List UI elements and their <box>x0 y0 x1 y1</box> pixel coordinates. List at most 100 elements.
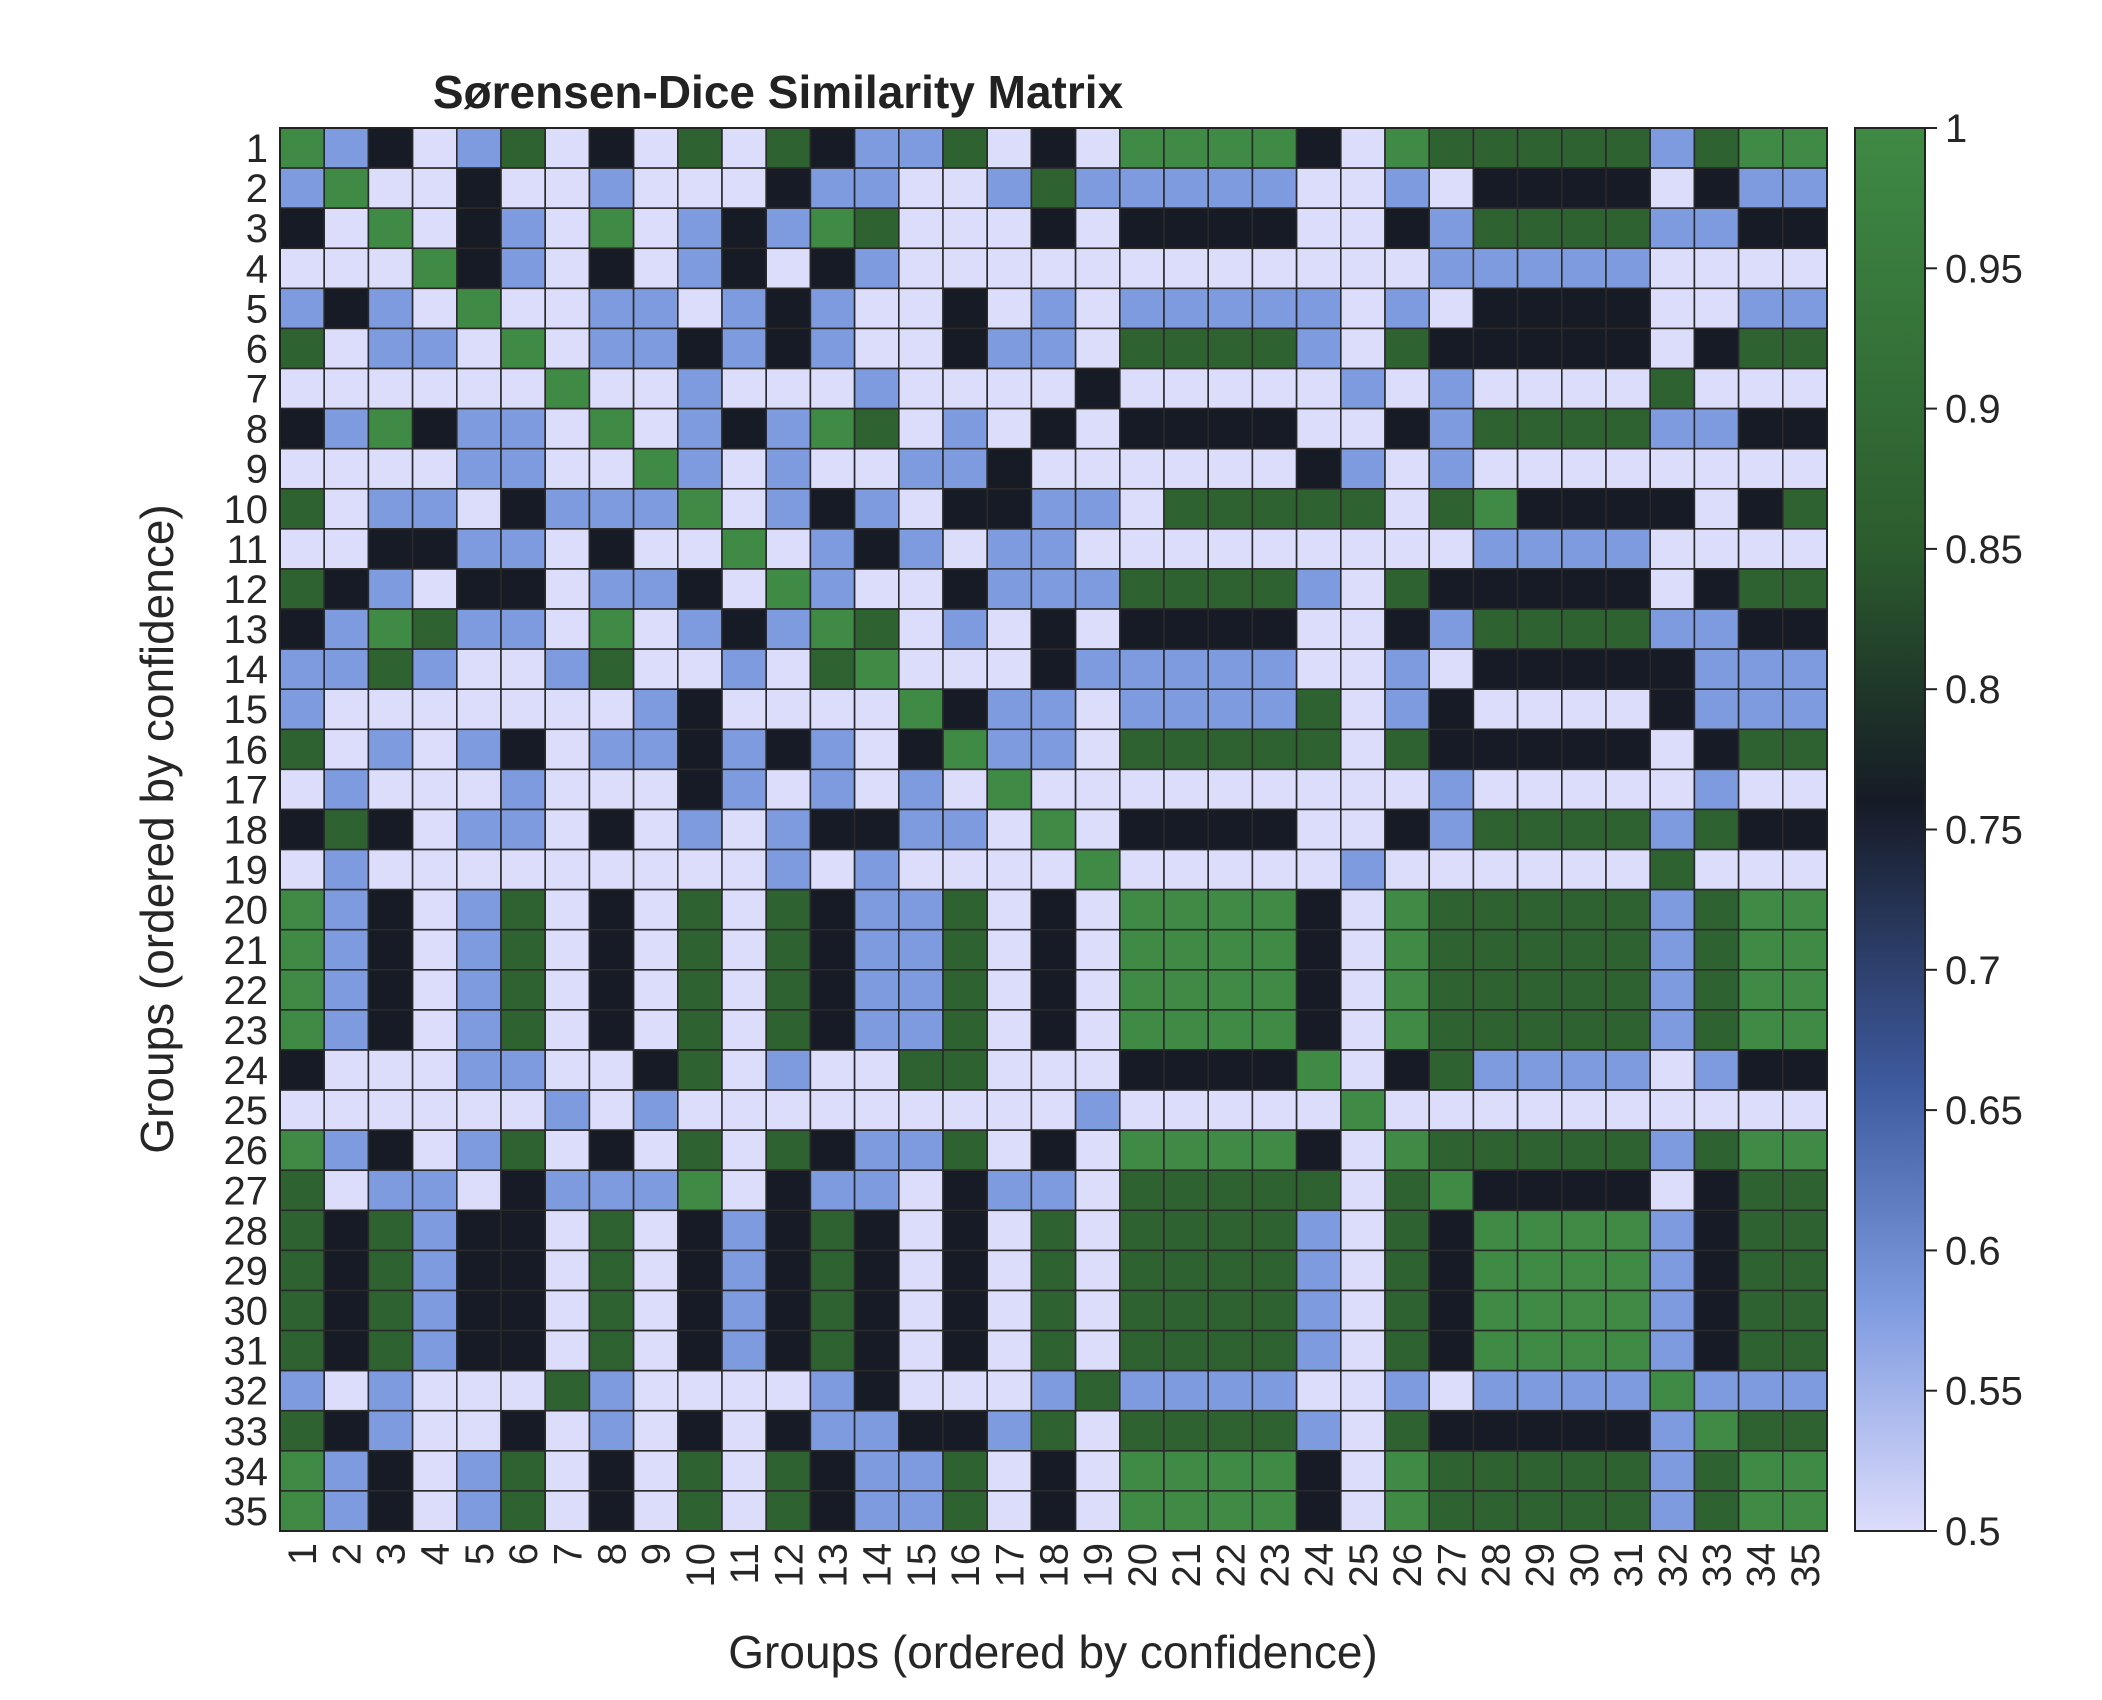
heatmap-cell <box>1472 1089 1519 1131</box>
heatmap-cell <box>455 848 502 891</box>
heatmap-cell <box>676 1089 723 1131</box>
heatmap-cell <box>1119 207 1165 250</box>
heatmap-cell <box>1605 608 1652 650</box>
heatmap-cell <box>1561 247 1607 290</box>
heatmap-cell <box>1472 1129 1519 1172</box>
heatmap-cell <box>1516 247 1563 290</box>
heatmap-cell <box>853 247 900 290</box>
heatmap-cell <box>1472 487 1519 530</box>
heatmap-cell <box>765 568 812 610</box>
heatmap-cell <box>765 928 812 971</box>
heatmap-cell <box>1561 407 1607 450</box>
heatmap-cell <box>1030 127 1077 169</box>
heatmap-cell <box>1384 247 1431 290</box>
heatmap-cell <box>1428 287 1475 330</box>
heatmap-cell <box>853 728 900 771</box>
heatmap-cell <box>279 1409 326 1452</box>
heatmap-cell <box>1207 568 1254 610</box>
heatmap-cell <box>1649 1249 1696 1292</box>
heatmap-cell <box>1472 1049 1519 1091</box>
heatmap-cell <box>1251 648 1298 690</box>
heatmap-cell <box>1649 487 1696 530</box>
heatmap-cell <box>1030 1089 1077 1131</box>
heatmap-cell <box>1163 648 1210 690</box>
heatmap-cell <box>1516 928 1563 971</box>
x-tick-label: 4 <box>414 1543 458 1565</box>
heatmap-cell <box>986 447 1033 490</box>
heatmap-cell <box>1340 287 1386 330</box>
heatmap-cell <box>588 648 635 690</box>
heatmap-cell <box>500 648 547 690</box>
heatmap-cells <box>279 127 1828 1532</box>
heatmap-cell <box>455 968 502 1011</box>
heatmap-cell <box>897 1169 944 1212</box>
heatmap-cell <box>1030 768 1077 811</box>
heatmap-cell <box>1737 568 1784 610</box>
heatmap-cell <box>1782 1169 1828 1212</box>
heatmap-cell <box>942 1049 989 1091</box>
heatmap-cell <box>1074 968 1121 1011</box>
heatmap-cell <box>986 1209 1033 1252</box>
heatmap-cell <box>676 407 723 450</box>
heatmap-cell <box>897 688 944 731</box>
heatmap-cell <box>1472 928 1519 971</box>
heatmap-cell <box>809 1329 856 1372</box>
heatmap-cell <box>1163 487 1210 530</box>
heatmap-cell <box>676 608 723 650</box>
heatmap-cell <box>1737 888 1784 931</box>
heatmap-cell <box>588 487 635 530</box>
heatmap-cell <box>721 167 768 209</box>
heatmap-cell <box>411 1089 458 1131</box>
heatmap-cell <box>942 648 989 690</box>
heatmap-cell <box>1605 888 1652 931</box>
heatmap-cell <box>1207 528 1254 570</box>
heatmap-cell <box>1295 1049 1342 1091</box>
heatmap-cell <box>986 1289 1033 1332</box>
heatmap-cell <box>942 1089 989 1131</box>
heatmap-cell <box>1472 1329 1519 1372</box>
heatmap-cell <box>588 768 635 811</box>
heatmap-cell <box>1119 688 1165 731</box>
heatmap-cell <box>1030 1450 1077 1492</box>
heatmap-cell <box>1340 1209 1386 1252</box>
heatmap-cell <box>588 1089 635 1131</box>
heatmap-cell <box>1693 1409 1740 1452</box>
heatmap-cell <box>986 1129 1033 1172</box>
heatmap-cell <box>1295 688 1342 731</box>
heatmap-cell <box>853 928 900 971</box>
heatmap-cell <box>500 167 547 209</box>
heatmap-cell <box>367 487 414 530</box>
heatmap-cell <box>1649 1450 1696 1492</box>
heatmap-cell <box>1428 327 1475 370</box>
heatmap-cell <box>1119 1329 1165 1372</box>
heatmap-cell <box>279 688 326 731</box>
heatmap-cell <box>1074 407 1121 450</box>
heatmap-cell <box>1207 287 1254 330</box>
x-tick-label: 18 <box>1033 1543 1077 1588</box>
heatmap-cell <box>455 568 502 610</box>
heatmap-cell <box>1251 207 1298 250</box>
heatmap-cell <box>942 287 989 330</box>
heatmap-cell <box>588 848 635 891</box>
heatmap-cell <box>1737 688 1784 731</box>
heatmap-cell <box>1207 1329 1254 1372</box>
heatmap-cell <box>1737 728 1784 771</box>
heatmap-cell <box>1428 1450 1475 1492</box>
heatmap-cell <box>676 1169 723 1212</box>
heatmap-cell <box>1119 1289 1165 1332</box>
heatmap-cell <box>1693 1329 1740 1372</box>
heatmap-cell <box>1472 648 1519 690</box>
heatmap-cell <box>1119 1249 1165 1292</box>
heatmap-cell <box>765 688 812 731</box>
heatmap-cell <box>1207 1490 1254 1532</box>
heatmap-cell <box>765 1049 812 1091</box>
heatmap-cell <box>1693 648 1740 690</box>
heatmap-cell <box>1340 1329 1386 1372</box>
heatmap-cell <box>632 928 679 971</box>
heatmap-cell <box>1516 1490 1563 1532</box>
heatmap-cell <box>942 1129 989 1172</box>
heatmap-cell <box>1384 1049 1431 1091</box>
heatmap-cell <box>1516 1329 1563 1372</box>
colorbar-tick-label: 0.85 <box>1945 528 2023 572</box>
heatmap-cell <box>1207 127 1254 169</box>
